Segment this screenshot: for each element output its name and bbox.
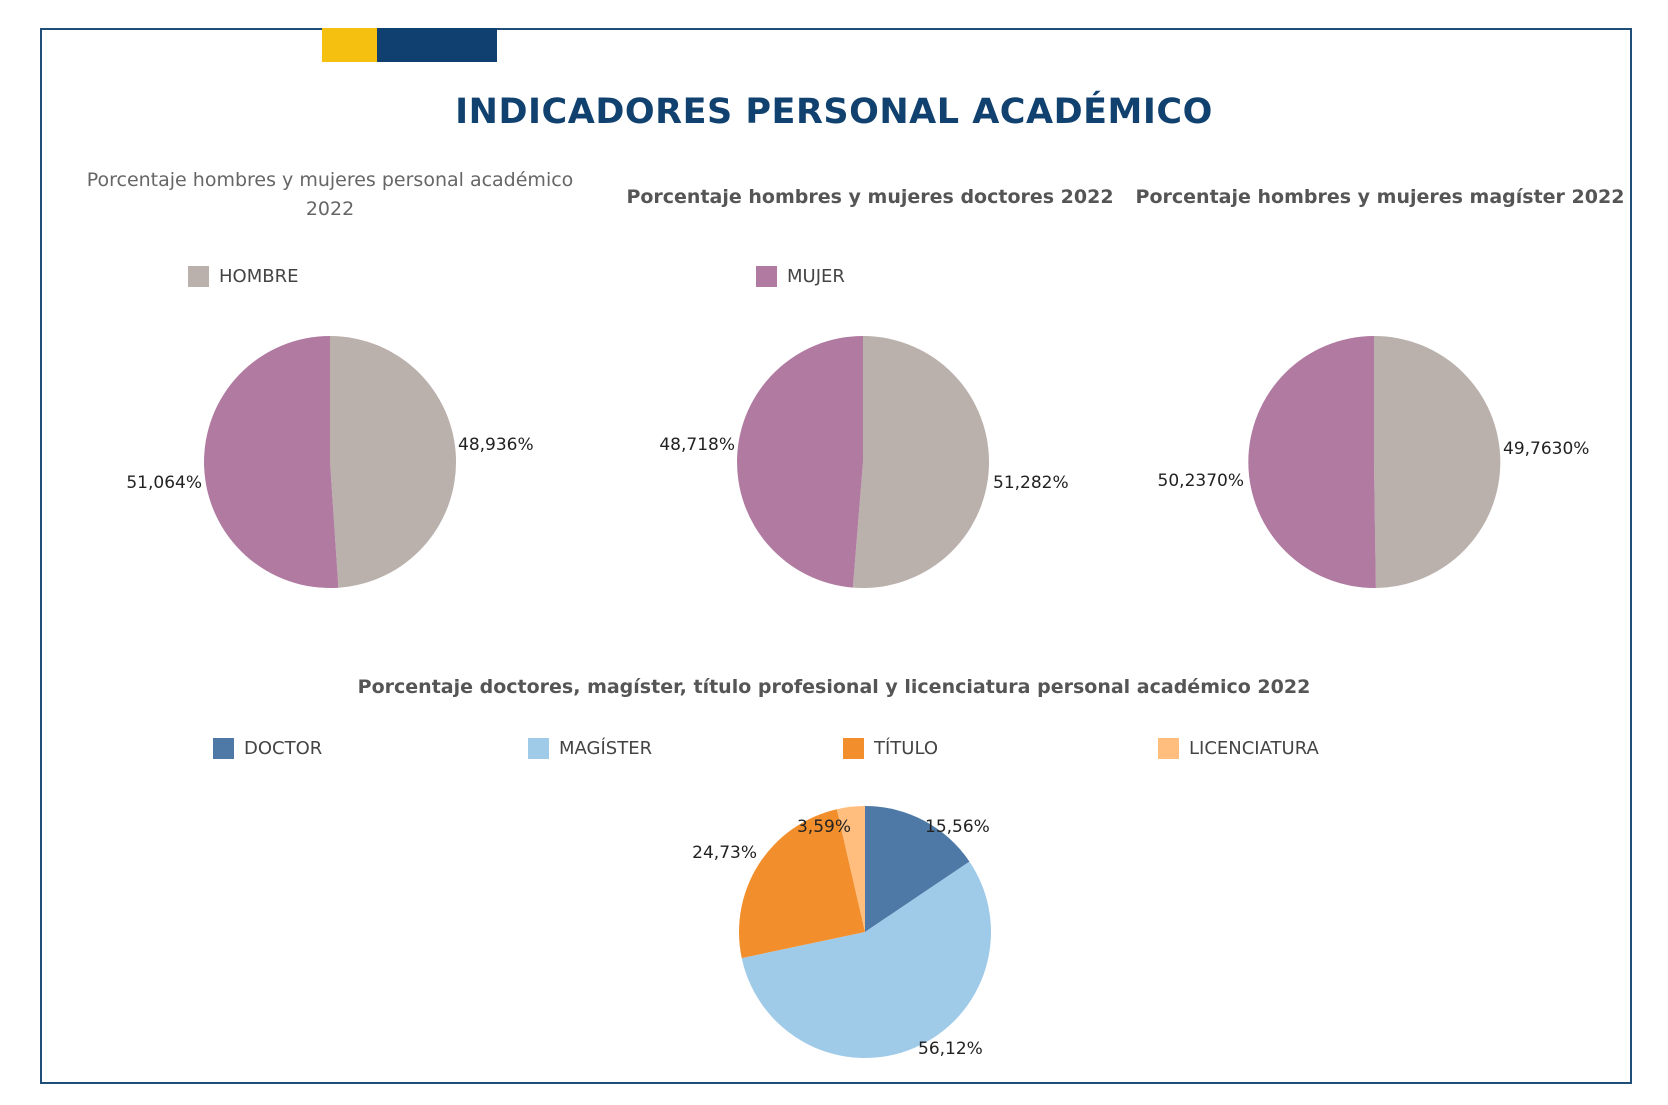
chart-3-title: Porcentaje hombres y mujeres magíster 20… (1135, 186, 1625, 208)
chart-4-slice-título[interactable] (738, 809, 865, 959)
chart-4-legend-item-magister: MAGÍSTER (528, 738, 652, 759)
chart-4-legend-item-doctor: DOCTOR (213, 738, 322, 759)
chart-3-slice-mujer[interactable] (1248, 336, 1376, 588)
chart-3-slice-hombre[interactable] (1374, 335, 1501, 588)
chart-3-data-label-mujer: 50,2370% (1158, 471, 1244, 491)
accent-bar-blue (377, 28, 497, 62)
chart-1-title-line-2: 2022 (305, 198, 355, 220)
chart-2-slice-mujer[interactable] (737, 336, 863, 588)
chart-1-title: Porcentaje hombres y mujeres personal ac… (60, 166, 600, 224)
chart-1-title-line-1: Porcentaje hombres y mujeres personal ac… (86, 169, 574, 191)
legend-swatch (188, 266, 209, 287)
chart-4-data-label-título: 24,73% (692, 843, 757, 863)
legend-label: HOMBRE (219, 266, 299, 287)
chart-1-legend-item-hombre: HOMBRE (188, 266, 298, 287)
chart-1-slice-mujer[interactable] (204, 336, 339, 588)
chart-3-data-label-hombre: 49,7630% (1503, 439, 1589, 459)
page-title: INDICADORES PERSONAL ACADÉMICO (455, 92, 1213, 132)
chart-2-legend-item-mujer: MUJER (756, 266, 845, 287)
legend-label: DOCTOR (244, 738, 323, 759)
chart-4-slice-licenciatura[interactable] (836, 806, 865, 932)
chart-2-data-label-hombre: 51,282% (993, 473, 1069, 493)
legend-swatch (1158, 738, 1179, 759)
chart-4-data-label-doctor: 15,56% (925, 817, 990, 837)
chart-2-data-label-mujer: 48,718% (659, 435, 735, 455)
chart-4-data-label-magíster: 56,12% (918, 1039, 983, 1059)
legend-swatch (843, 738, 864, 759)
chart-4-legend-item-titulo: TÍTULO (843, 738, 938, 759)
legend-label: TÍTULO (874, 738, 939, 759)
legend-label: MUJER (787, 266, 845, 287)
legend-swatch (528, 738, 549, 759)
accent-bar-yellow (322, 28, 377, 62)
chart-1-data-label-hombre: 48,936% (458, 435, 534, 455)
chart-2-title: Porcentaje hombres y mujeres doctores 20… (626, 186, 1114, 208)
legend-label: MAGÍSTER (559, 738, 653, 759)
chart-1-data-label-mujer: 51,064% (126, 473, 202, 493)
chart-4-slice-magíster[interactable] (741, 861, 991, 1058)
legend-swatch (213, 738, 234, 759)
chart-4-legend-item-licenciatura: LICENCIATURA (1158, 738, 1319, 759)
chart-2-slice-hombre[interactable] (852, 336, 990, 588)
chart-4-title: Porcentaje doctores, magíster, título pr… (357, 676, 1311, 698)
chart-1-slice-hombre[interactable] (330, 336, 457, 588)
chart-4-data-label-licenciatura: 3,59% (797, 817, 851, 837)
page-frame (40, 28, 1632, 1084)
legend-swatch (756, 266, 777, 287)
legend-label: LICENCIATURA (1189, 738, 1319, 759)
chart-4-slice-doctor[interactable] (865, 806, 970, 932)
